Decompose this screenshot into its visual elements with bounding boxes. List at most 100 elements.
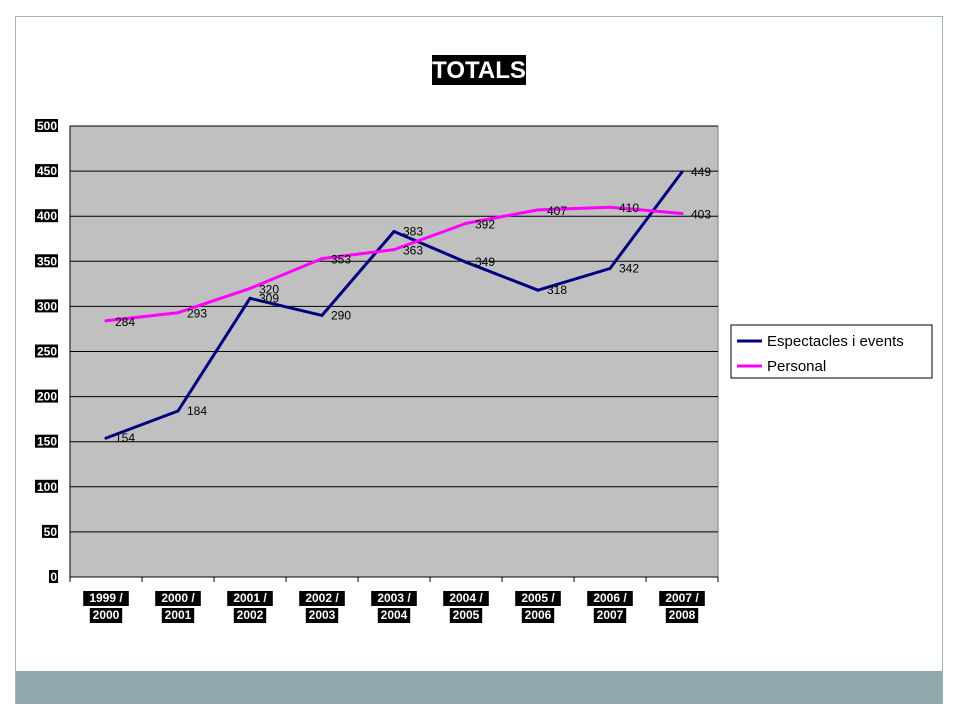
x-tick-label: 2001 [165, 608, 192, 622]
data-point [392, 230, 396, 234]
y-tick-label: 0 [50, 570, 57, 584]
data-label: 403 [691, 207, 711, 221]
data-point [464, 221, 468, 225]
x-tick-labels: 1999 / 2000 2000 / 2001 2001 / 2002 2002 / 2003… [83, 591, 705, 623]
data-point [536, 288, 540, 292]
data-point [680, 170, 684, 174]
x-tick-label: 2007 [597, 608, 624, 622]
x-tick-background [593, 608, 627, 623]
x-tick-label: 2005 / [521, 591, 555, 605]
x-tick: 1999 / 2000 [83, 591, 129, 623]
data-point [104, 319, 108, 323]
y-tick-label: 50 [44, 525, 58, 539]
x-tick: 2004 / 2005 [443, 591, 489, 623]
x-tick-label: 2002 [237, 608, 264, 622]
y-tick: 500 [35, 119, 58, 133]
data-label: 293 [187, 307, 207, 321]
x-tick-background [515, 591, 561, 606]
data-label: 309 [259, 291, 279, 305]
data-point [248, 296, 252, 300]
y-tick-background [35, 299, 58, 313]
data-label: 353 [331, 253, 351, 267]
x-tick: 2000 / 2001 [155, 591, 201, 623]
data-point [320, 257, 324, 261]
y-tick: 450 [35, 164, 58, 178]
x-tick-label: 2000 / [161, 591, 195, 605]
y-tick-label: 100 [37, 480, 57, 494]
data-label: 320 [259, 282, 279, 296]
data-label: 383 [403, 225, 423, 239]
data-point [464, 260, 468, 264]
y-tick: 400 [35, 209, 58, 223]
y-tick: 350 [35, 254, 58, 268]
data-label: 410 [619, 201, 639, 215]
x-tick-background [299, 591, 345, 606]
data-point [248, 286, 252, 290]
data-label: 184 [187, 404, 207, 418]
data-label: 449 [691, 165, 711, 179]
legend-item: Personal [737, 358, 826, 375]
x-tick-background [377, 608, 411, 623]
x-tick-background [371, 591, 417, 606]
data-point [608, 205, 612, 209]
y-tick: 300 [35, 299, 58, 313]
legend-label: Personal [767, 358, 826, 375]
chart-title-group: TOTALS [432, 55, 526, 85]
y-tick-label: 300 [37, 299, 57, 313]
data-label: 349 [475, 255, 495, 269]
x-tick-background [227, 591, 273, 606]
y-tick: 150 [35, 434, 58, 449]
y-tick: 100 [35, 479, 58, 494]
y-tick-background [35, 254, 58, 268]
x-tick-background [659, 591, 705, 606]
x-tick-label: 2003 [309, 608, 336, 622]
x-tick-label: 2006 / [593, 591, 627, 605]
x-tick-background [521, 608, 555, 623]
series-lines [104, 170, 684, 440]
footer-bar [16, 671, 942, 704]
data-labels: 154 184 309 290 383 349 318 342 449 284 293 320 353 3… [115, 165, 711, 445]
x-tick: 2006 / 2007 [587, 591, 633, 623]
y-tick: 200 [35, 389, 58, 404]
data-label: 363 [403, 244, 423, 258]
data-point [176, 311, 180, 315]
gridlines [70, 125, 718, 533]
x-tick-label: 2005 [453, 608, 480, 622]
x-tick-background [305, 608, 339, 623]
x-tick-background [443, 591, 489, 606]
data-label: 342 [619, 262, 639, 276]
y-tick-background [35, 434, 58, 448]
x-tick: 2003 / 2004 [371, 591, 417, 623]
axes [69, 126, 719, 582]
y-tick-background [49, 570, 58, 583]
chart-title-background [432, 55, 526, 85]
data-label: 154 [115, 431, 135, 445]
data-point [536, 208, 540, 212]
x-tick-background [161, 608, 195, 623]
y-tick-label: 350 [37, 254, 57, 268]
x-tick-background [587, 591, 633, 606]
data-label: 284 [115, 315, 135, 329]
y-tick-background [35, 119, 58, 132]
data-point [176, 409, 180, 413]
data-point [320, 313, 324, 317]
x-tick-label: 2001 / [233, 591, 267, 605]
x-tick-background [83, 591, 129, 606]
x-tick-background [449, 608, 483, 623]
y-tick: 250 [35, 344, 58, 359]
y-tick-label: 200 [37, 390, 57, 404]
data-point [104, 436, 108, 440]
x-tick-background [665, 608, 699, 623]
y-tick-label: 150 [37, 435, 57, 449]
x-tick-background [233, 608, 267, 623]
y-tick-background [35, 209, 58, 223]
y-tick-label: 450 [37, 164, 57, 178]
x-tick: 2005 / 2006 [515, 591, 561, 623]
legend-label: Espectacles i events [767, 333, 904, 350]
y-tick-background [35, 164, 58, 178]
data-label: 318 [547, 283, 567, 297]
y-tick-background [35, 344, 58, 358]
data-label: 407 [547, 204, 567, 218]
data-label: 290 [331, 308, 351, 322]
